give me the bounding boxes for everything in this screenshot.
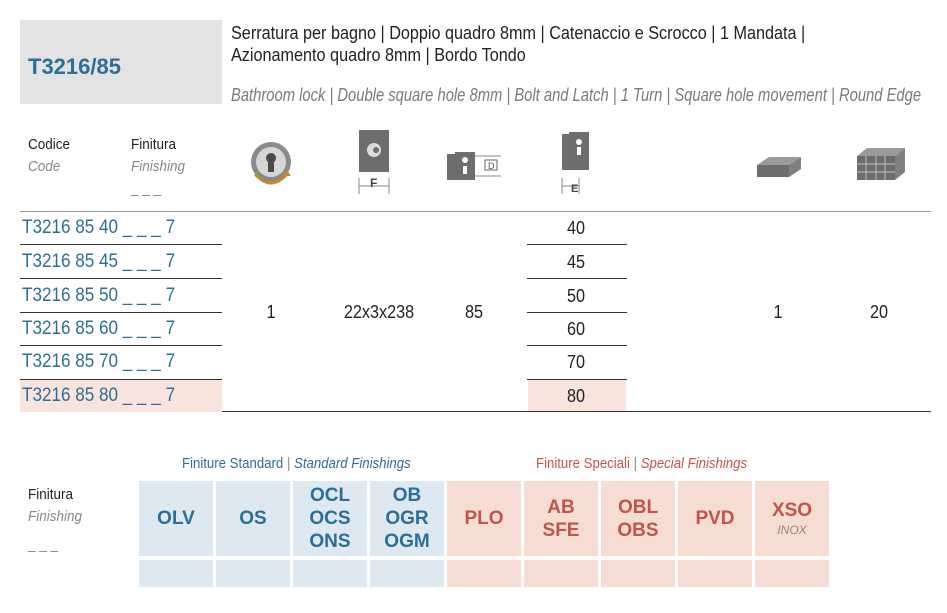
product-code-box: T3216/85 — [20, 20, 222, 104]
turns-value: 1 — [266, 302, 276, 322]
finish-sub-box — [601, 560, 675, 587]
carton-icon — [855, 146, 907, 187]
faceplate-value: 22x3x238 — [343, 302, 415, 322]
table-row-e: 40 — [566, 218, 586, 238]
faceplate-f-label: F — [370, 176, 378, 190]
row-divider — [20, 244, 222, 245]
turn-icon — [245, 140, 297, 197]
finish-box-ocl: OCL OCS ONS — [293, 481, 367, 556]
finish-sub-box — [216, 560, 290, 587]
standard-heading-separator: | — [286, 455, 291, 472]
row-divider — [20, 278, 222, 279]
finish-code: OLV — [157, 508, 195, 529]
table-row-code: T3216 85 40 _ _ _ 7 — [22, 217, 176, 238]
svg-text:D: D — [488, 161, 495, 171]
finish-header-placeholder: _ _ _ — [131, 180, 162, 197]
finish-sub-box — [293, 560, 367, 587]
entrance-e-label: E — [571, 183, 579, 195]
special-finishings-heading: Finiture Speciali | Special Finishings — [536, 454, 747, 474]
table-top-rule — [20, 211, 931, 212]
table-row-e: 60 — [566, 319, 586, 339]
table-row-code: T3216 85 50 _ _ _ 7 — [22, 285, 176, 306]
row-divider — [20, 312, 222, 313]
table-row-code: T3216 85 60 _ _ _ 7 — [22, 318, 176, 339]
e-divider — [527, 244, 627, 245]
finish-sub-box — [139, 560, 213, 587]
row-highlight-code — [20, 380, 222, 412]
finish-box-obl: OBL OBS — [601, 481, 675, 556]
product-title-en: Bathroom lock | Double square hole 8mm |… — [231, 85, 922, 105]
special-heading-separator: | — [633, 455, 638, 472]
finish-code: OGM — [384, 531, 430, 552]
finish-header-en: Finishing — [131, 158, 186, 175]
finish-sub-box — [678, 560, 752, 587]
finish-sub-box — [524, 560, 598, 587]
finish-code: OBL — [617, 496, 659, 518]
finish-code: AB — [547, 496, 575, 518]
finish-header: Finitura Finishing _ _ _ — [131, 134, 185, 200]
finish-code: OGR — [385, 508, 429, 529]
carton-value: 20 — [870, 302, 889, 322]
table-row-e: 70 — [566, 352, 586, 372]
finishing-label-it: Finitura — [28, 486, 74, 503]
finish-code: OS — [239, 508, 267, 529]
table-bottom-rule — [222, 411, 931, 412]
finish-sub-box — [755, 560, 829, 587]
product-title-it: Serratura per bagno | Doppio quadro 8mm … — [231, 23, 806, 65]
standard-heading-it: Finiture Standard — [182, 455, 284, 472]
packaging-icon — [755, 153, 803, 186]
e-divider — [527, 278, 627, 279]
finishing-label-en: Finishing — [28, 508, 83, 525]
table-row-e: 45 — [566, 252, 586, 272]
table-row-e: 50 — [566, 286, 586, 306]
finish-code: PLO — [464, 508, 504, 529]
special-heading-it: Finiture Speciali — [536, 455, 630, 472]
finish-code: OB — [392, 485, 422, 506]
code-header: Codice Code — [28, 134, 70, 178]
finish-code: PVD — [695, 508, 735, 529]
finish-code: SFE — [542, 519, 580, 541]
finish-box-os: OS — [216, 481, 290, 556]
finish-note: INOX — [777, 523, 807, 537]
backset-value: 85 — [465, 302, 484, 322]
e-divider — [527, 312, 627, 313]
backset-d-icon: D — [445, 148, 503, 189]
e-divider — [527, 379, 627, 380]
finish-code: ONS — [309, 531, 351, 552]
faceplate-f-icon: F — [355, 128, 395, 205]
finish-code: XSO — [771, 500, 813, 521]
product-code: T3216/85 — [28, 54, 121, 79]
code-header-it: Codice — [28, 136, 71, 153]
finish-sub-box — [370, 560, 444, 587]
finishing-label-placeholder: _ _ _ — [28, 536, 59, 553]
finish-box-ob: OB OGR OGM — [370, 481, 444, 556]
finish-code: OCS — [309, 508, 351, 529]
table-row-e: 80 — [566, 386, 586, 406]
row-divider — [20, 345, 222, 346]
finish-code: OBS — [617, 519, 659, 541]
standard-finishings-heading: Finiture Standard | Standard Finishings — [182, 454, 411, 474]
finish-code: OCL — [309, 485, 351, 506]
row-divider — [20, 379, 222, 380]
table-row-code: T3216 85 80 _ _ _ 7 — [22, 385, 176, 406]
table-row-code: T3216 85 70 _ _ _ 7 — [22, 351, 176, 372]
finish-box-plo: PLO — [447, 481, 521, 556]
entrance-e-icon: E — [560, 128, 594, 205]
table-row-code: T3216 85 45 _ _ _ 7 — [22, 251, 176, 272]
finish-sub-box — [447, 560, 521, 587]
row-highlight-e — [528, 380, 626, 412]
standard-heading-en: Standard Finishings — [294, 455, 411, 472]
pack-value: 1 — [773, 302, 783, 322]
finish-box-ab: AB SFE — [524, 481, 598, 556]
finish-box-xso: XSO INOX — [755, 481, 829, 556]
finish-box-olv: OLV — [139, 481, 213, 556]
special-heading-en: Special Finishings — [640, 455, 748, 472]
finish-header-it: Finitura — [131, 136, 177, 153]
finishing-label: Finitura Finishing _ _ _ — [28, 484, 82, 556]
e-divider — [527, 345, 627, 346]
code-header-en: Code — [28, 158, 61, 175]
finish-box-pvd: PVD — [678, 481, 752, 556]
